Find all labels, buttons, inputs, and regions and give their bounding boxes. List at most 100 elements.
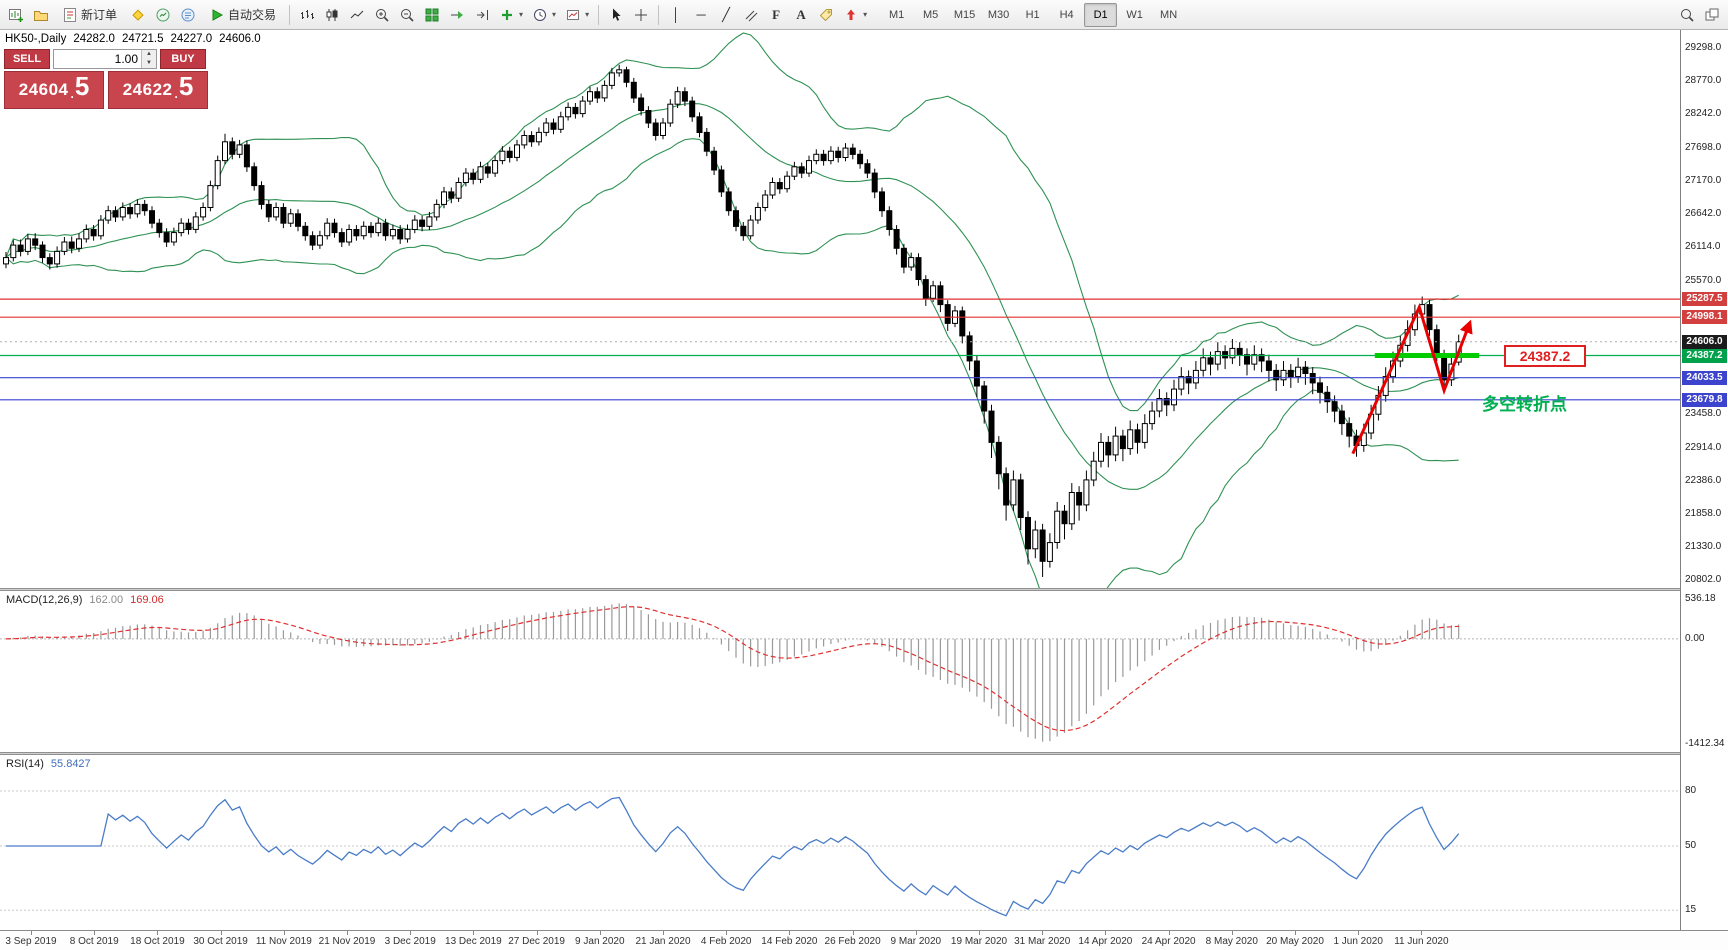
new-order-button[interactable]: 新订单 [54, 3, 125, 27]
volume-input[interactable] [54, 50, 141, 68]
fibonacci-button[interactable]: F [764, 3, 788, 27]
clock-icon [534, 8, 547, 21]
price-tag-text: 24387.2 [1520, 348, 1571, 364]
tile-windows-button[interactable] [420, 3, 444, 27]
one-click-trading-panel: SELL ▲ ▼ BUY 24604.5 24622.5 [4, 49, 208, 109]
horizontal-line-button[interactable]: ─ [689, 3, 713, 27]
arrows-button[interactable]: ▾ [839, 3, 871, 27]
date-label: 3 Dec 2019 [384, 936, 436, 947]
autotrading-button[interactable]: 自动交易 [201, 3, 284, 27]
windows-button[interactable] [1700, 3, 1724, 27]
price-axis-label: 21858.0 [1685, 507, 1722, 519]
date-label: 27 Dec 2019 [508, 936, 565, 947]
macd-panel[interactable]: MACD(12,26,9) 162.00 169.06 [0, 591, 1680, 752]
timeframe-button-m1[interactable]: M1 [888, 8, 905, 21]
fibonacci-icon: F [772, 6, 781, 22]
price-axis-label: 25570.0 [1685, 275, 1722, 287]
indicators-button[interactable]: ▾ [495, 3, 527, 27]
date-label: 21 Jan 2020 [635, 936, 691, 947]
vertical-line-button[interactable]: │ [664, 3, 688, 27]
rsi-panel[interactable]: RSI(14) 55.8427 [0, 755, 1680, 930]
auto-scroll-button[interactable] [445, 3, 469, 27]
price-axis-label: 27170.0 [1685, 175, 1722, 187]
price-axis-label: 26114.0 [1685, 241, 1721, 253]
zoom-out-button[interactable] [395, 3, 419, 27]
panel-splitter[interactable] [0, 752, 1728, 755]
price-axis[interactable]: 29298.0 28770.0 28242.0 27698.0 27170.0 26642… [1680, 30, 1728, 930]
chevron-down-icon: ▾ [863, 10, 868, 19]
windows-icon [1705, 8, 1719, 20]
timeframe-button-mn[interactable]: MN [1160, 8, 1178, 21]
new-chart-button[interactable] [4, 3, 28, 27]
autotrading-play-icon [212, 8, 224, 21]
auto-scroll-icon [451, 10, 464, 19]
date-label: 24 Apr 2020 [1141, 936, 1196, 947]
market-watch-button[interactable] [151, 3, 175, 27]
date-label: 31 Mar 2020 [1014, 936, 1071, 947]
buy-price-display[interactable]: 24622. 5 [108, 71, 208, 109]
buy-button[interactable]: BUY [160, 49, 206, 69]
panel-splitter[interactable] [0, 588, 1728, 591]
timeframe-button-d1[interactable]: D1 [1084, 2, 1118, 27]
time-axis[interactable]: 3 Sep 2019 8 Oct 2019 18 Oct 2019 30 Oct 20… [0, 930, 1728, 950]
price-axis-label: 28770.0 [1685, 75, 1722, 87]
label-button[interactable] [814, 3, 838, 27]
volume-decrease-button[interactable]: ▼ [142, 59, 156, 68]
timeframe-button-w1[interactable]: W1 [1126, 8, 1143, 21]
price-tag-box[interactable] [1504, 345, 1586, 367]
candlestick-chart-button[interactable] [320, 3, 344, 27]
price-axis-label: 22914.0 [1685, 441, 1722, 453]
rsi-label: RSI(14) 55.8427 [6, 758, 91, 770]
periods-button[interactable]: ▾ [528, 3, 560, 27]
volume-increase-button[interactable]: ▲ [142, 50, 156, 59]
sell-price-display[interactable]: 24604. 5 [4, 71, 104, 109]
price-axis-label: 28242.0 [1685, 108, 1722, 120]
text-button[interactable]: A [789, 3, 813, 27]
date-label: 20 May 2020 [1266, 936, 1324, 947]
candlestick-chart-canvas[interactable]: 24387.2 多空转折点 [0, 30, 1680, 588]
bar-chart-button[interactable] [295, 3, 319, 27]
price-chart[interactable]: 24387.2 多空转折点 HK50-,Daily 24282.0 24721.5… [0, 30, 1680, 588]
new-order-label: 新订单 [81, 8, 118, 22]
cursor-button[interactable] [604, 3, 628, 27]
templates-button[interactable]: ▾ [561, 3, 593, 27]
profiles-button[interactable] [29, 3, 53, 27]
turning-point-text: 多空转折点 [1482, 394, 1567, 414]
sell-button[interactable]: SELL [4, 49, 50, 69]
horizontal-line-icon: ─ [696, 6, 706, 22]
metaeditor-button[interactable] [126, 3, 150, 27]
timeframe-group: M1 M5 M15 M30 H1 H4 D1 W1 MN [880, 2, 1185, 27]
timeframe-button-m15[interactable]: M15 [953, 8, 976, 21]
channel-button[interactable] [739, 3, 763, 27]
crosshair-button[interactable] [629, 3, 653, 27]
price-level-badge: 24998.1 [1682, 310, 1727, 325]
trend-zigzag-arrow[interactable] [1351, 302, 1473, 455]
data-window-button[interactable] [176, 3, 200, 27]
new-chart-icon [9, 8, 23, 22]
chevron-down-icon: ▾ [519, 10, 524, 19]
trendline-button[interactable]: ╱ [714, 3, 738, 27]
date-label: 26 Feb 2020 [824, 936, 881, 947]
date-label: 11 Jun 2020 [1394, 936, 1449, 947]
timeframe-button-h1[interactable]: H1 [1025, 8, 1040, 21]
date-label: 21 Nov 2019 [318, 936, 376, 947]
zoom-in-button[interactable] [370, 3, 394, 27]
volume-field: ▲ ▼ [53, 49, 157, 69]
timeframe-button-m30[interactable]: M30 [987, 8, 1010, 21]
macd-canvas [0, 603, 1680, 742]
date-label: 18 Oct 2019 [130, 936, 185, 947]
arrow-tool-icon [847, 9, 856, 20]
cursor-icon [613, 8, 621, 21]
search-button[interactable] [1675, 3, 1699, 27]
buy-price-dot: . [174, 87, 178, 101]
line-chart-button[interactable] [345, 3, 369, 27]
vertical-line-icon: │ [672, 6, 681, 22]
templates-icon [567, 9, 580, 20]
bollinger-band [5, 32, 1459, 412]
timeframe-button-h4[interactable]: H4 [1059, 8, 1074, 21]
chart-shift-icon [477, 9, 489, 20]
chart-shift-button[interactable] [470, 3, 494, 27]
macd-axis-label: 536.18 [1685, 593, 1716, 604]
profiles-folder-icon [34, 10, 48, 21]
timeframe-button-m5[interactable]: M5 [922, 8, 939, 21]
